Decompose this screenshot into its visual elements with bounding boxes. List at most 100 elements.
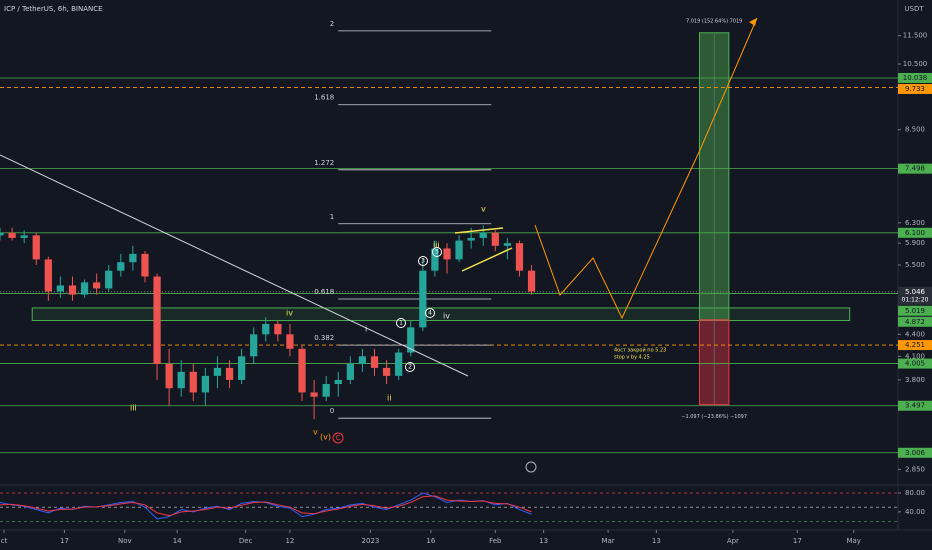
candle-body (346, 363, 354, 380)
wedge-line (454, 227, 504, 234)
candle-body (455, 240, 463, 260)
y-tick-label: 6.300 (905, 219, 925, 227)
y-tick-label: 5.900 (905, 239, 925, 247)
x-tick-label: ct (1, 537, 8, 545)
price-label-box (898, 83, 932, 94)
fib-label: 1.618 (314, 94, 334, 102)
y-tick-label: 10.500 (903, 60, 928, 68)
symbol-title: ICP / TetherUS, 6h, BINANCE (4, 5, 103, 13)
x-tick-label: 16 (426, 537, 435, 545)
y-tick-label: 3.800 (905, 376, 925, 384)
price-label: 6.100 (905, 229, 925, 237)
x-tick-label: 17 (793, 537, 802, 545)
candle-body (407, 327, 415, 353)
rsi-line (0, 495, 532, 517)
price-label-box (898, 340, 932, 351)
candle-body (165, 363, 173, 389)
y-tick-label: 11.500 (903, 32, 928, 40)
candle-body (213, 367, 222, 376)
candle-body (250, 334, 258, 357)
projection-arrow (749, 18, 757, 26)
wave-circle (425, 308, 435, 318)
candle-body (503, 243, 512, 246)
price-label-box (898, 358, 932, 369)
note: 4ост закрой по 5.23 (614, 347, 666, 354)
candle-body (431, 248, 439, 271)
x-tick-label: Mar (601, 537, 614, 545)
wave-circle (418, 256, 428, 266)
candle-body (274, 323, 282, 335)
x-tick-label: 2023 (362, 537, 380, 545)
price-label: 4.251 (905, 341, 925, 349)
price-label: 5.046 (905, 288, 926, 296)
price-label: 5.019 (905, 307, 925, 315)
candle-body (237, 356, 246, 380)
fib-label: 1 (330, 213, 334, 221)
wave-label: 1 (399, 320, 403, 327)
x-tick-label: 13 (539, 537, 548, 545)
y-tick-label: 5.500 (905, 261, 925, 269)
price-label-box (898, 227, 932, 238)
candle-body (68, 285, 77, 295)
price-label: 3.497 (905, 402, 925, 410)
price-label: 4.872 (905, 318, 925, 326)
projection-path (534, 17, 758, 320)
x-tick-label: 12 (285, 537, 294, 545)
y-tick-label: 4.100 (905, 352, 925, 360)
wave-label: 4 (428, 310, 432, 317)
wave-label: 3 (421, 258, 425, 265)
candle-body (117, 262, 125, 271)
candle-body (189, 371, 197, 393)
fib-label: 0 (330, 407, 334, 415)
candle-body (382, 367, 391, 376)
fib-label: 0.382 (314, 334, 334, 342)
y-tick-label: 4.400 (905, 330, 925, 338)
candle-body (56, 285, 65, 292)
wave-label: C (336, 434, 341, 442)
price-label-box (898, 286, 932, 305)
candle-body (419, 270, 427, 328)
countdown: 01:12:20 (902, 296, 929, 303)
candle-body (129, 253, 137, 263)
wave-label: v (481, 205, 486, 214)
candle-body (93, 282, 101, 289)
price-label-box (898, 316, 932, 327)
candle-body (527, 270, 536, 292)
fib-label: 2 (330, 20, 334, 28)
event-icon (525, 461, 537, 473)
wave-label: iv (286, 309, 293, 318)
rsi-tick-label: 40.00 (905, 508, 925, 516)
x-tick-label: Feb (489, 537, 502, 545)
price-label-box (898, 72, 932, 83)
fib-label: 0.618 (314, 288, 334, 296)
wave-label: i (365, 325, 367, 334)
candle-body (491, 232, 499, 246)
x-tick-label: Nov (118, 537, 132, 545)
candle-body (322, 384, 330, 397)
y-tick-label: 8.500 (905, 126, 925, 134)
wave-label: ii (387, 394, 391, 403)
wave-label: iii (433, 241, 440, 250)
wave-circle (405, 362, 415, 372)
price-label-box (898, 305, 932, 316)
candle-body (358, 356, 367, 364)
y-tick-label: 2.850 (905, 465, 925, 473)
candle-body (262, 323, 270, 335)
candle-body (479, 232, 487, 238)
candle-body (298, 348, 306, 393)
candle-body (334, 379, 342, 385)
price-label-box (898, 163, 932, 174)
candle-body (44, 259, 52, 292)
candle-body (370, 356, 379, 368)
candle-body (32, 235, 40, 260)
price-label: 10.038 (903, 74, 928, 82)
candle-body (515, 243, 524, 271)
wave-label: 2 (408, 364, 412, 371)
wave-circle (332, 432, 344, 444)
candle-body (310, 392, 318, 397)
candle-body (8, 232, 16, 238)
